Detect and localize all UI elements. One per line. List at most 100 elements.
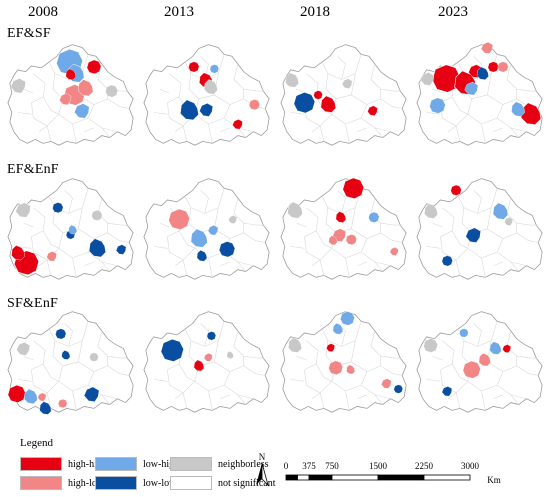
cluster-high-high [11,245,25,261]
county-boundary [516,88,537,92]
county-boundary [366,98,403,109]
county-boundary [455,259,461,276]
year-header: 2008 [28,4,58,20]
county-boundary [58,94,95,125]
county-boundary [58,361,95,392]
cluster-low-low [465,227,481,243]
county-boundary [52,207,83,234]
legend-label: high-high [68,458,107,470]
legend-title: Legend [20,437,53,449]
cluster-high-high [487,61,499,73]
cluster-map [413,302,548,420]
county-boundary [93,232,130,243]
county-boundary [493,394,504,399]
cluster-map [4,35,139,153]
county-boundary [493,127,504,132]
cluster-high-low [346,364,355,375]
region-outline [143,44,270,146]
county-boundary [72,257,77,278]
county-boundary [194,361,231,392]
county-boundary [23,222,34,228]
legend-item: high-high [20,456,107,472]
county-boundary [237,127,254,133]
county-boundary [467,94,504,125]
cluster-low-low [196,250,208,262]
county-boundary [357,394,368,399]
county-boundary [208,390,213,411]
county-boundary [516,222,537,226]
county-boundary [48,54,89,80]
county-boundary [312,392,321,399]
legend-label: neighborless [218,458,269,470]
cluster-high-high [367,105,378,116]
region-outline [416,44,543,146]
cluster-high-low [462,360,481,379]
cluster-low-high [489,341,502,355]
legend-swatch [170,476,212,490]
county-boundary [200,323,209,347]
region-outline [280,44,407,146]
county-boundary [101,127,118,133]
cluster-high-high [450,184,462,196]
cluster-low-low [61,350,71,360]
county-boundary [380,355,401,359]
county-boundary [467,361,504,392]
county-boundary [432,222,443,228]
county-boundary [374,394,391,400]
cluster-low-low [476,66,489,80]
cluster-high-high [342,177,365,200]
cluster-low-low [160,338,185,363]
cluster-high-low [58,399,68,409]
cluster-high-low [497,61,509,73]
county-boundary [315,363,332,382]
county-boundary [220,261,231,266]
cluster-neighborless [420,72,435,86]
cluster-map [413,35,548,153]
cluster-high-low [203,353,213,362]
cluster-high-low [46,251,57,262]
county-boundary [473,190,482,214]
county-boundary [64,323,73,347]
cluster-low-high [459,328,469,338]
county-boundary [153,112,168,115]
cluster-high-high [65,68,76,81]
county-boundary [223,384,246,405]
cluster-low-low [39,401,52,415]
legend-item: high-low [20,475,104,491]
county-boundary [23,88,34,94]
cluster-high-high [326,343,335,352]
cluster-low-low [115,244,127,255]
county-boundary [84,127,95,132]
cluster-high-high [502,344,511,353]
cluster-neighborless [16,342,31,356]
county-boundary [39,125,48,132]
county-boundary [101,261,118,267]
cluster-low-low [83,386,100,402]
cluster-low-low [393,384,403,394]
cluster-neighborless [288,337,302,353]
county-boundary [107,355,128,359]
county-boundary [243,355,264,359]
cluster-low-low [206,331,216,341]
county-boundary [46,259,52,276]
row-label: SF&EnF [7,296,58,311]
cluster-low-high [190,228,208,248]
cluster-high-low [77,79,94,97]
county-boundary [93,98,130,109]
scale-tick: 0 [284,461,289,471]
cluster-low-high [23,388,38,404]
county-boundary [46,125,52,142]
cluster-high-high [188,61,200,73]
legend-label: low-low [143,477,177,489]
county-boundary [31,369,59,394]
scale-unit: Km [487,475,501,485]
county-boundary [370,330,381,366]
county-boundary [448,125,457,132]
cluster-low-high [429,97,446,114]
cluster-neighborless [424,203,438,219]
legend-swatch [170,457,212,471]
cluster-map [140,302,275,420]
legend-swatch [95,457,137,471]
cluster-map [140,169,275,287]
county-boundary [167,102,195,127]
